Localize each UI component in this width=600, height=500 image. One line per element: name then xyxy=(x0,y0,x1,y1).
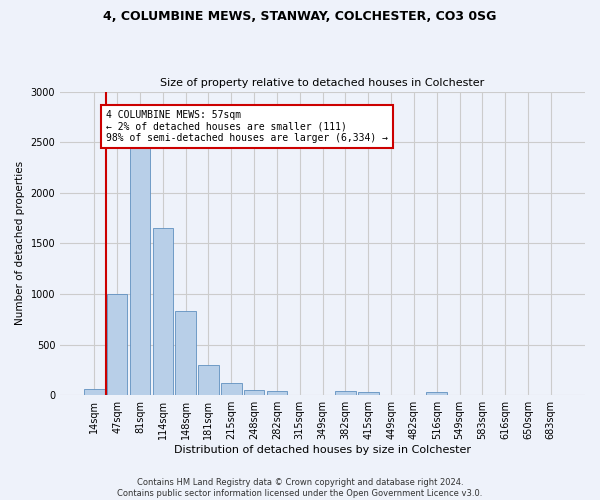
Bar xyxy=(244,390,265,395)
Text: 4, COLUMBINE MEWS, STANWAY, COLCHESTER, CO3 0SG: 4, COLUMBINE MEWS, STANWAY, COLCHESTER, … xyxy=(103,10,497,23)
Title: Size of property relative to detached houses in Colchester: Size of property relative to detached ho… xyxy=(160,78,485,88)
Bar xyxy=(198,365,219,395)
Bar xyxy=(130,147,150,395)
Y-axis label: Number of detached properties: Number of detached properties xyxy=(15,162,25,326)
X-axis label: Distribution of detached houses by size in Colchester: Distribution of detached houses by size … xyxy=(174,445,471,455)
Bar xyxy=(84,389,104,395)
Bar xyxy=(335,390,356,395)
Bar xyxy=(175,311,196,395)
Bar xyxy=(358,392,379,395)
Bar xyxy=(221,383,242,395)
Bar xyxy=(266,390,287,395)
Bar xyxy=(427,392,447,395)
Bar xyxy=(152,228,173,395)
Text: Contains HM Land Registry data © Crown copyright and database right 2024.
Contai: Contains HM Land Registry data © Crown c… xyxy=(118,478,482,498)
Text: 4 COLUMBINE MEWS: 57sqm
← 2% of detached houses are smaller (111)
98% of semi-de: 4 COLUMBINE MEWS: 57sqm ← 2% of detached… xyxy=(106,110,388,143)
Bar xyxy=(107,294,127,395)
